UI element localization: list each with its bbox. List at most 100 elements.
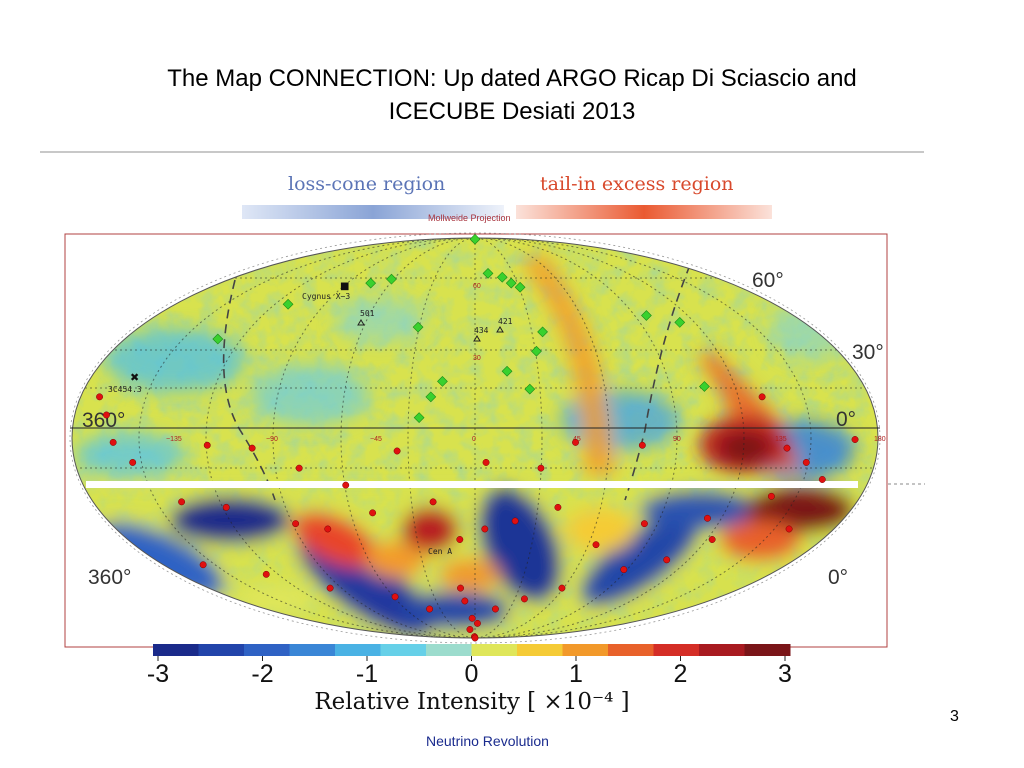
graticule — [72, 238, 878, 638]
red-source-marker — [851, 436, 859, 443]
red-source-marker — [129, 458, 137, 466]
green-source-marker — [505, 277, 517, 289]
red-source-marker — [520, 595, 528, 603]
red-source-marker — [537, 464, 545, 472]
red-source-marker — [758, 393, 766, 401]
lon-tick: −90 — [266, 436, 278, 443]
lon-tick: 180 — [874, 436, 886, 443]
red-source-marker — [491, 605, 499, 613]
colorbar-label: Relative Intensity [ ×10⁻⁴ ] — [314, 689, 629, 715]
green-source-marker — [496, 271, 508, 283]
source-labels: Cygnus X−3 3C454.3 501 434 421 Cen A — [108, 292, 513, 556]
colorbar-segment — [608, 644, 654, 656]
red-source-marker — [704, 514, 711, 522]
slide-number: 3 — [950, 708, 959, 725]
red-source-marker — [554, 503, 562, 511]
green-source-marker — [282, 298, 294, 310]
colorbar-segment — [335, 644, 381, 656]
green-source-marker — [674, 317, 686, 328]
green-source-marker — [501, 365, 513, 377]
colorbar-segment — [562, 644, 609, 656]
lon-tick: −135 — [166, 436, 182, 443]
red-source-marker — [248, 444, 256, 452]
colorbar-tick-label: 2 — [674, 660, 688, 688]
red-source-marker — [708, 536, 716, 543]
red-source-marker — [638, 441, 646, 449]
green-source-marker — [425, 391, 437, 403]
red-source-marker — [199, 561, 207, 569]
triangle-marker-421 — [496, 326, 504, 333]
red-source-marker — [391, 593, 399, 601]
3c454-x-marker: ✖ — [130, 371, 139, 384]
colorbar-segment — [699, 644, 745, 656]
red-source-marker — [461, 597, 469, 605]
loss-cone-boundary — [222, 264, 691, 501]
red-source-marker — [640, 520, 648, 528]
red-source-marker — [783, 444, 791, 452]
red-source-marker — [426, 605, 434, 613]
green-source-marker — [524, 383, 536, 395]
divider-line — [40, 151, 924, 153]
cygnus-marker: ■ — [340, 281, 349, 292]
red-source-marker — [326, 584, 334, 592]
red-source-marker — [222, 503, 230, 511]
hemisphere-separator — [86, 481, 858, 488]
source-label-434: 434 — [474, 326, 489, 335]
green-source-marker — [437, 376, 448, 387]
colorbar-segment — [153, 644, 199, 656]
red-source-marker — [785, 525, 793, 533]
green-source-marker — [537, 326, 548, 338]
source-label-cygnus: Cygnus X−3 — [302, 292, 350, 301]
red-source-marker — [369, 509, 377, 517]
red-source-marker — [324, 525, 332, 533]
intensity-map — [72, 238, 878, 638]
slide-title: The Map CONNECTION: Up dated ARGO Ricap … — [60, 62, 964, 128]
red-source-marker — [474, 619, 481, 627]
red-source-marker — [292, 520, 300, 528]
red-source-marker — [767, 492, 775, 500]
red-source-marker — [109, 438, 117, 446]
colorbar — [153, 644, 791, 656]
loss-cone-label: loss-cone region — [288, 173, 446, 195]
green-source-marker — [469, 233, 481, 245]
colorbar-tick-label: 3 — [778, 660, 792, 688]
colorbar-tick-label: -3 — [147, 660, 169, 688]
map-outer-ring — [69, 232, 881, 644]
red-source-marker — [393, 447, 401, 455]
lat-0-label: 0° — [836, 408, 856, 431]
red-source-marker — [558, 584, 566, 592]
colorbar-tick-labels: -3 -2 -1 0 1 2 3 — [147, 656, 792, 688]
colorbar-segment — [426, 644, 472, 656]
triangle-marker-434 — [473, 335, 481, 342]
lon-tick: 135 — [775, 436, 787, 443]
colorbar-segment — [380, 644, 427, 656]
source-marker-layer — [96, 233, 859, 642]
slide-title-line-1: The Map CONNECTION: Up dated ARGO Ricap … — [167, 65, 857, 92]
red-source-marker — [456, 536, 464, 543]
lon-tick: −45 — [370, 436, 382, 443]
lat-tick: 60 — [473, 283, 481, 290]
lon-360-south-label: 360° — [88, 566, 131, 589]
lon-tick: 0 — [472, 436, 476, 443]
red-source-marker — [511, 517, 519, 525]
slide-title-line-2: ICECUBE Desiati 2013 — [388, 98, 636, 125]
red-source-marker — [295, 464, 303, 472]
red-source-marker — [818, 476, 826, 483]
tail-in-gradient-bar — [516, 205, 772, 219]
red-source-marker — [572, 438, 579, 446]
colorbar-segment — [653, 644, 700, 656]
footer-text: Neutrino Revolution — [426, 733, 549, 749]
red-source-marker — [592, 541, 600, 549]
red-source-marker — [103, 411, 110, 419]
red-source-marker — [663, 556, 671, 564]
red-source-marker — [342, 481, 350, 489]
colorbar-tick-label: -1 — [356, 660, 378, 688]
red-source-marker — [429, 498, 437, 506]
green-source-marker — [531, 345, 542, 357]
lon-0-south-label: 0° — [828, 566, 848, 589]
green-source-marker — [386, 273, 397, 285]
lon-tick: 90 — [673, 436, 681, 443]
lat-30-label: 30° — [852, 341, 884, 364]
green-source-marker — [482, 267, 494, 279]
red-source-marker — [96, 393, 103, 401]
